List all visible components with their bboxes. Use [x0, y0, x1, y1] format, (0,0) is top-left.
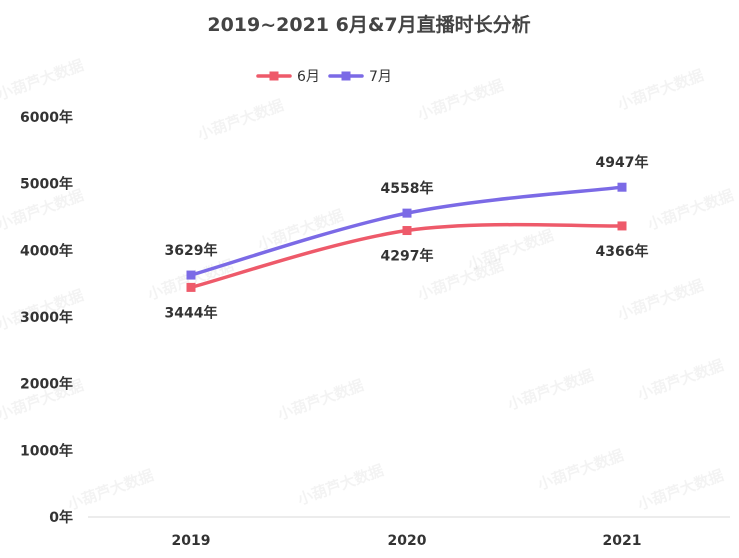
chart-title: 2019~2021 6月&7月直播时长分析: [207, 13, 530, 36]
watermark-text: 小葫芦大数据: [295, 461, 386, 509]
data-point[interactable]: [186, 270, 196, 280]
data-label: 4297年: [381, 248, 434, 265]
data-label: 4947年: [596, 154, 649, 171]
watermark-text: 小葫芦大数据: [0, 56, 86, 104]
watermark-text: 小葫芦大数据: [615, 276, 706, 324]
y-tick-label: 0年: [49, 509, 73, 526]
y-tick-label: 4000年: [20, 242, 73, 259]
watermark-text: 小葫芦大数据: [195, 96, 286, 144]
watermark-text: 小葫芦大数据: [615, 66, 706, 114]
y-tick-label: 5000年: [20, 176, 73, 193]
legend-label-7月: 7月: [369, 69, 392, 85]
data-point[interactable]: [402, 208, 412, 218]
data-point[interactable]: [402, 226, 412, 236]
x-axis: 2019 2020 2021: [172, 533, 642, 549]
watermark-layer: 小葫芦大数据小葫芦大数据小葫芦大数据小葫芦大数据小葫芦大数据小葫芦大数据小葫芦大…: [0, 56, 736, 514]
series-layer: [186, 182, 627, 292]
y-tick-label: 3000年: [20, 309, 73, 326]
watermark-text: 小葫芦大数据: [275, 376, 366, 424]
data-point[interactable]: [186, 282, 196, 292]
watermark-text: 小葫芦大数据: [65, 466, 156, 514]
watermark-text: 小葫芦大数据: [0, 186, 86, 234]
legend: 6月 7月: [256, 69, 392, 85]
y-tick-label: 1000年: [20, 442, 73, 459]
data-label: 4558年: [381, 180, 434, 197]
data-label: 3444年: [165, 304, 218, 321]
legend-item-6月[interactable]: 6月: [256, 69, 320, 85]
watermark-text: 小葫芦大数据: [635, 356, 726, 404]
x-tick-label: 2021: [603, 533, 642, 549]
data-point[interactable]: [617, 182, 627, 192]
watermark-text: 小葫芦大数据: [645, 186, 736, 234]
watermark-text: 小葫芦大数据: [505, 366, 596, 414]
data-point[interactable]: [617, 221, 627, 231]
y-tick-label: 6000年: [20, 109, 73, 126]
legend-label-6月: 6月: [297, 69, 320, 85]
watermark-text: 小葫芦大数据: [535, 446, 626, 494]
legend-marker-6月: [269, 71, 279, 81]
x-tick-label: 2020: [388, 533, 427, 549]
y-axis: 0年 1000年 2000年 3000年 4000年 5000年 6000年: [20, 109, 73, 526]
data-labels: 3444年 4297年 4366年 3629年 4558年 4947年: [165, 154, 649, 321]
legend-item-7月[interactable]: 7月: [328, 69, 392, 85]
watermark-text: 小葫芦大数据: [415, 76, 506, 124]
watermark-text: 小葫芦大数据: [635, 466, 726, 514]
y-tick-label: 2000年: [20, 376, 73, 393]
data-label: 3629年: [165, 242, 218, 259]
data-label: 4366年: [596, 243, 649, 260]
legend-marker-7月: [341, 71, 351, 81]
x-tick-label: 2019: [172, 533, 211, 549]
